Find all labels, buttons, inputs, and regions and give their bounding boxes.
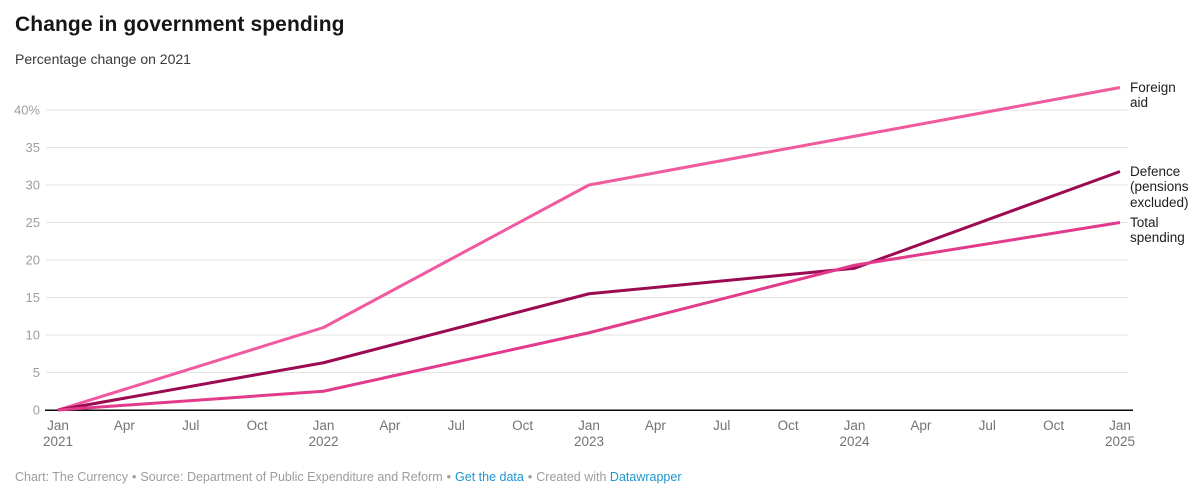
x-axis-label-month: Jan bbox=[313, 418, 335, 433]
footer-separator: • bbox=[527, 470, 533, 484]
chart-footer: Chart: The Currency • Source: Department o… bbox=[15, 470, 682, 484]
x-axis-label-month: Jan bbox=[47, 418, 69, 433]
x-axis-label-month: Jul bbox=[979, 418, 996, 433]
datawrapper-link[interactable]: Datawrapper bbox=[609, 470, 682, 484]
x-axis-label-month: Jan bbox=[1109, 418, 1131, 433]
series-line-0[interactable] bbox=[57, 86, 1121, 412]
x-axis-label-year: 2025 bbox=[1105, 434, 1135, 449]
y-axis-label: 25 bbox=[26, 215, 40, 230]
series-label-total-spending: Total spending bbox=[1130, 214, 1185, 246]
x-axis-label-year: 2023 bbox=[574, 434, 604, 449]
y-axis-label: 15 bbox=[26, 290, 40, 305]
get-the-data-link[interactable]: Get the data bbox=[455, 470, 524, 484]
y-axis-label: 20 bbox=[26, 253, 40, 268]
x-axis-label-month: Apr bbox=[379, 418, 401, 433]
series-line-1[interactable] bbox=[57, 170, 1121, 412]
footer-created-with: Created with bbox=[536, 470, 607, 484]
x-axis-label-month: Jan bbox=[578, 418, 600, 433]
footer-chart-credit: Chart: The Currency bbox=[15, 470, 129, 484]
chart-subtitle: Percentage change on 2021 bbox=[15, 51, 191, 67]
x-axis-label-month: Apr bbox=[645, 418, 667, 433]
chart-title: Change in government spending bbox=[15, 13, 345, 36]
footer-source: Source: Department of Public Expenditure… bbox=[140, 470, 443, 484]
footer-separator: • bbox=[132, 470, 137, 484]
y-axis-label: 5 bbox=[33, 365, 40, 380]
series-label-foreign-aid: Foreign aid bbox=[1130, 79, 1176, 111]
x-axis-label-year: 2022 bbox=[308, 434, 338, 449]
x-axis-label-month: Jul bbox=[713, 418, 730, 433]
x-axis-label-month: Oct bbox=[778, 418, 799, 433]
y-axis-label: 0 bbox=[33, 403, 40, 418]
series-line-2[interactable] bbox=[57, 221, 1121, 412]
x-axis-label-month: Apr bbox=[910, 418, 932, 433]
y-axis-label: 35 bbox=[26, 140, 40, 155]
x-axis-label-month: Oct bbox=[512, 418, 533, 433]
x-axis-label-month: Apr bbox=[114, 418, 136, 433]
x-axis-label-year: 2024 bbox=[839, 434, 870, 449]
x-axis-label-month: Jan bbox=[844, 418, 866, 433]
x-axis-label-month: Oct bbox=[247, 418, 268, 433]
x-axis-label-month: Oct bbox=[1043, 418, 1064, 433]
x-axis-label-year: 2021 bbox=[43, 434, 73, 449]
x-axis-label-month: Jul bbox=[448, 418, 465, 433]
y-axis-label: 10 bbox=[26, 328, 40, 343]
footer-separator: • bbox=[446, 470, 452, 484]
x-axis-label-month: Jul bbox=[182, 418, 199, 433]
y-axis-label: 40% bbox=[14, 103, 40, 118]
y-axis-label: 30 bbox=[26, 178, 40, 193]
series-label-defence: Defence (pensions excluded) bbox=[1130, 163, 1189, 210]
